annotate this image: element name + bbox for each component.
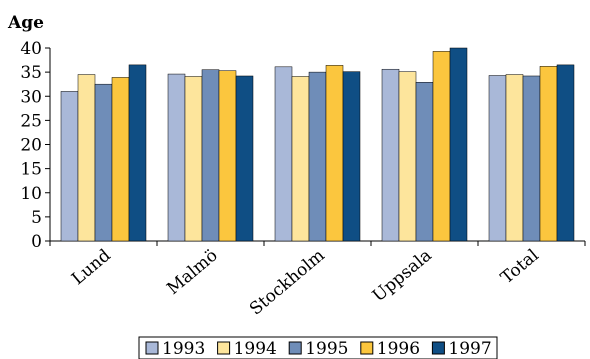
x-tick-label: Lund bbox=[68, 245, 115, 289]
bar bbox=[94, 83, 113, 242]
y-tick-label: 30 bbox=[20, 87, 42, 107]
bar bbox=[274, 66, 293, 242]
legend-label: 1994 bbox=[234, 339, 277, 359]
y-tick-label: 10 bbox=[20, 184, 42, 204]
legend-label: 1993 bbox=[162, 339, 205, 359]
legend-swatch bbox=[288, 341, 302, 355]
legend-swatch bbox=[145, 341, 159, 355]
legend-label: 1997 bbox=[448, 339, 491, 359]
legend: 1993 1994 1995 1996 1997 bbox=[138, 336, 498, 359]
y-tick-label: 25 bbox=[20, 111, 42, 131]
bar bbox=[381, 68, 400, 242]
y-axis-title: Age bbox=[7, 13, 44, 33]
legend-label: 1996 bbox=[377, 339, 420, 359]
bars bbox=[60, 47, 575, 242]
legend-swatch bbox=[360, 341, 374, 355]
bar bbox=[522, 75, 541, 242]
x-tick-label: Stockholm bbox=[246, 246, 329, 320]
bar bbox=[111, 77, 130, 242]
bar bbox=[128, 64, 147, 242]
bar bbox=[60, 91, 79, 242]
bar bbox=[488, 75, 507, 242]
y-tick-label: 5 bbox=[31, 208, 42, 228]
bar bbox=[201, 69, 220, 242]
bar bbox=[432, 51, 451, 242]
y-tick-label: 40 bbox=[20, 39, 42, 59]
x-tick-labels: Lund Malmö Stockholm Uppsala Total bbox=[68, 245, 543, 319]
legend-swatch bbox=[217, 341, 231, 355]
x-tick-label: Uppsala bbox=[369, 246, 436, 307]
bar bbox=[505, 74, 524, 242]
y-tick-label: 20 bbox=[20, 136, 42, 156]
bar bbox=[539, 66, 558, 242]
x-tick-label: Total bbox=[497, 246, 543, 289]
legend-swatch bbox=[431, 341, 445, 355]
bar bbox=[556, 64, 575, 242]
bar bbox=[218, 70, 237, 242]
y-tick-label: 15 bbox=[20, 160, 42, 180]
bar bbox=[342, 71, 361, 242]
bar bbox=[325, 65, 344, 242]
y-tick-label: 35 bbox=[20, 63, 42, 83]
bar bbox=[308, 71, 327, 242]
bar bbox=[291, 76, 310, 242]
bar bbox=[449, 47, 468, 242]
bar bbox=[184, 76, 203, 242]
legend-label: 1995 bbox=[305, 339, 348, 359]
bar bbox=[398, 71, 417, 242]
y-tick-label: 0 bbox=[31, 232, 42, 252]
bar bbox=[235, 75, 254, 242]
bar bbox=[415, 82, 434, 242]
bar bbox=[77, 74, 96, 242]
bar bbox=[167, 73, 186, 242]
x-tick-label: Malmö bbox=[163, 246, 221, 299]
